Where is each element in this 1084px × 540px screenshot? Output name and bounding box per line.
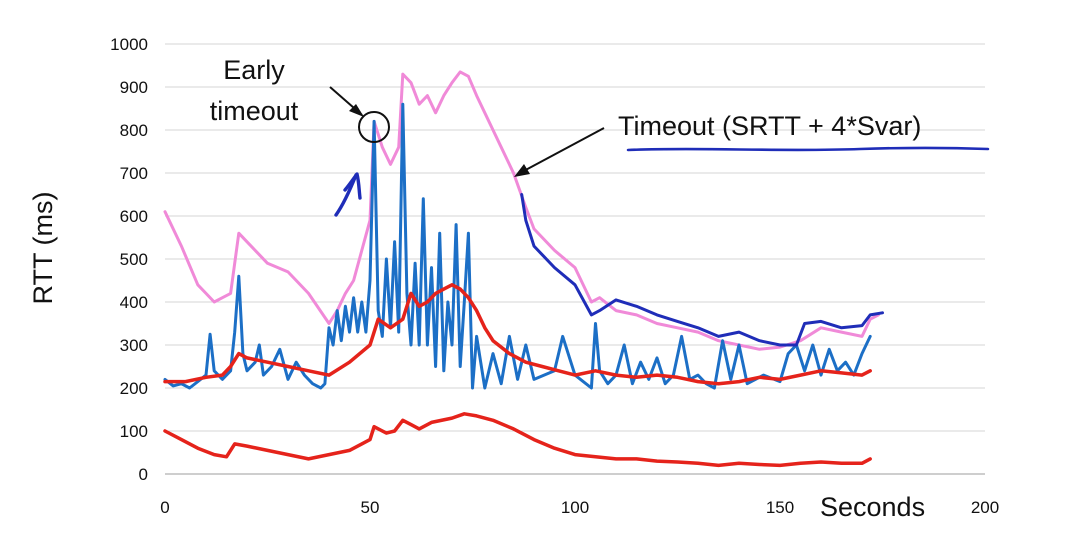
series-line-3	[163, 283, 872, 386]
y-tick-label: 0	[139, 465, 148, 484]
x-tick-label: 50	[361, 498, 380, 517]
annotation-early-line-1: Early	[223, 55, 285, 85]
early-timeout-arrowhead	[349, 104, 364, 117]
y-tick-label: 1000	[110, 35, 148, 54]
timeout-arrow-shaft	[519, 127, 605, 174]
x-tick-label: 200	[971, 498, 999, 517]
x-tick-labels: 0 50 100 150 200	[160, 498, 999, 517]
annotation-early-line-2: timeout	[210, 96, 299, 126]
pen-overlay	[520, 193, 884, 347]
y-tick-label: 200	[120, 379, 148, 398]
x-tick-label: 150	[766, 498, 794, 517]
y-axis-title: RTT (ms)	[28, 192, 58, 305]
y-tick-labels: 0 100 200 300 400 500 600 700 800 900 1000	[110, 35, 148, 484]
x-tick-label: 100	[561, 498, 589, 517]
x-tick-label: 0	[160, 498, 169, 517]
pen-arrow-head	[343, 172, 362, 200]
pen-timeout-trace	[520, 193, 884, 347]
series-lines	[163, 70, 880, 468]
y-tick-label: 700	[120, 164, 148, 183]
series-line-2	[163, 102, 872, 390]
y-tick-label: 900	[120, 78, 148, 97]
y-tick-label: 600	[120, 207, 148, 226]
annotation-timeout-label: Timeout (SRTT + 4*Svar)	[618, 111, 921, 141]
y-tick-label: 300	[120, 336, 148, 355]
y-tick-label: 400	[120, 293, 148, 312]
series-line-4	[163, 412, 872, 468]
series-line-1	[163, 70, 880, 351]
y-tick-label: 100	[120, 422, 148, 441]
y-tick-label: 500	[120, 250, 148, 269]
grid-lines	[165, 43, 985, 475]
y-tick-label: 800	[120, 121, 148, 140]
timeout-arrowhead	[514, 164, 530, 177]
early-timeout-circle	[358, 111, 390, 143]
pen-underline	[626, 146, 990, 152]
x-axis-title: Seconds	[820, 492, 925, 522]
